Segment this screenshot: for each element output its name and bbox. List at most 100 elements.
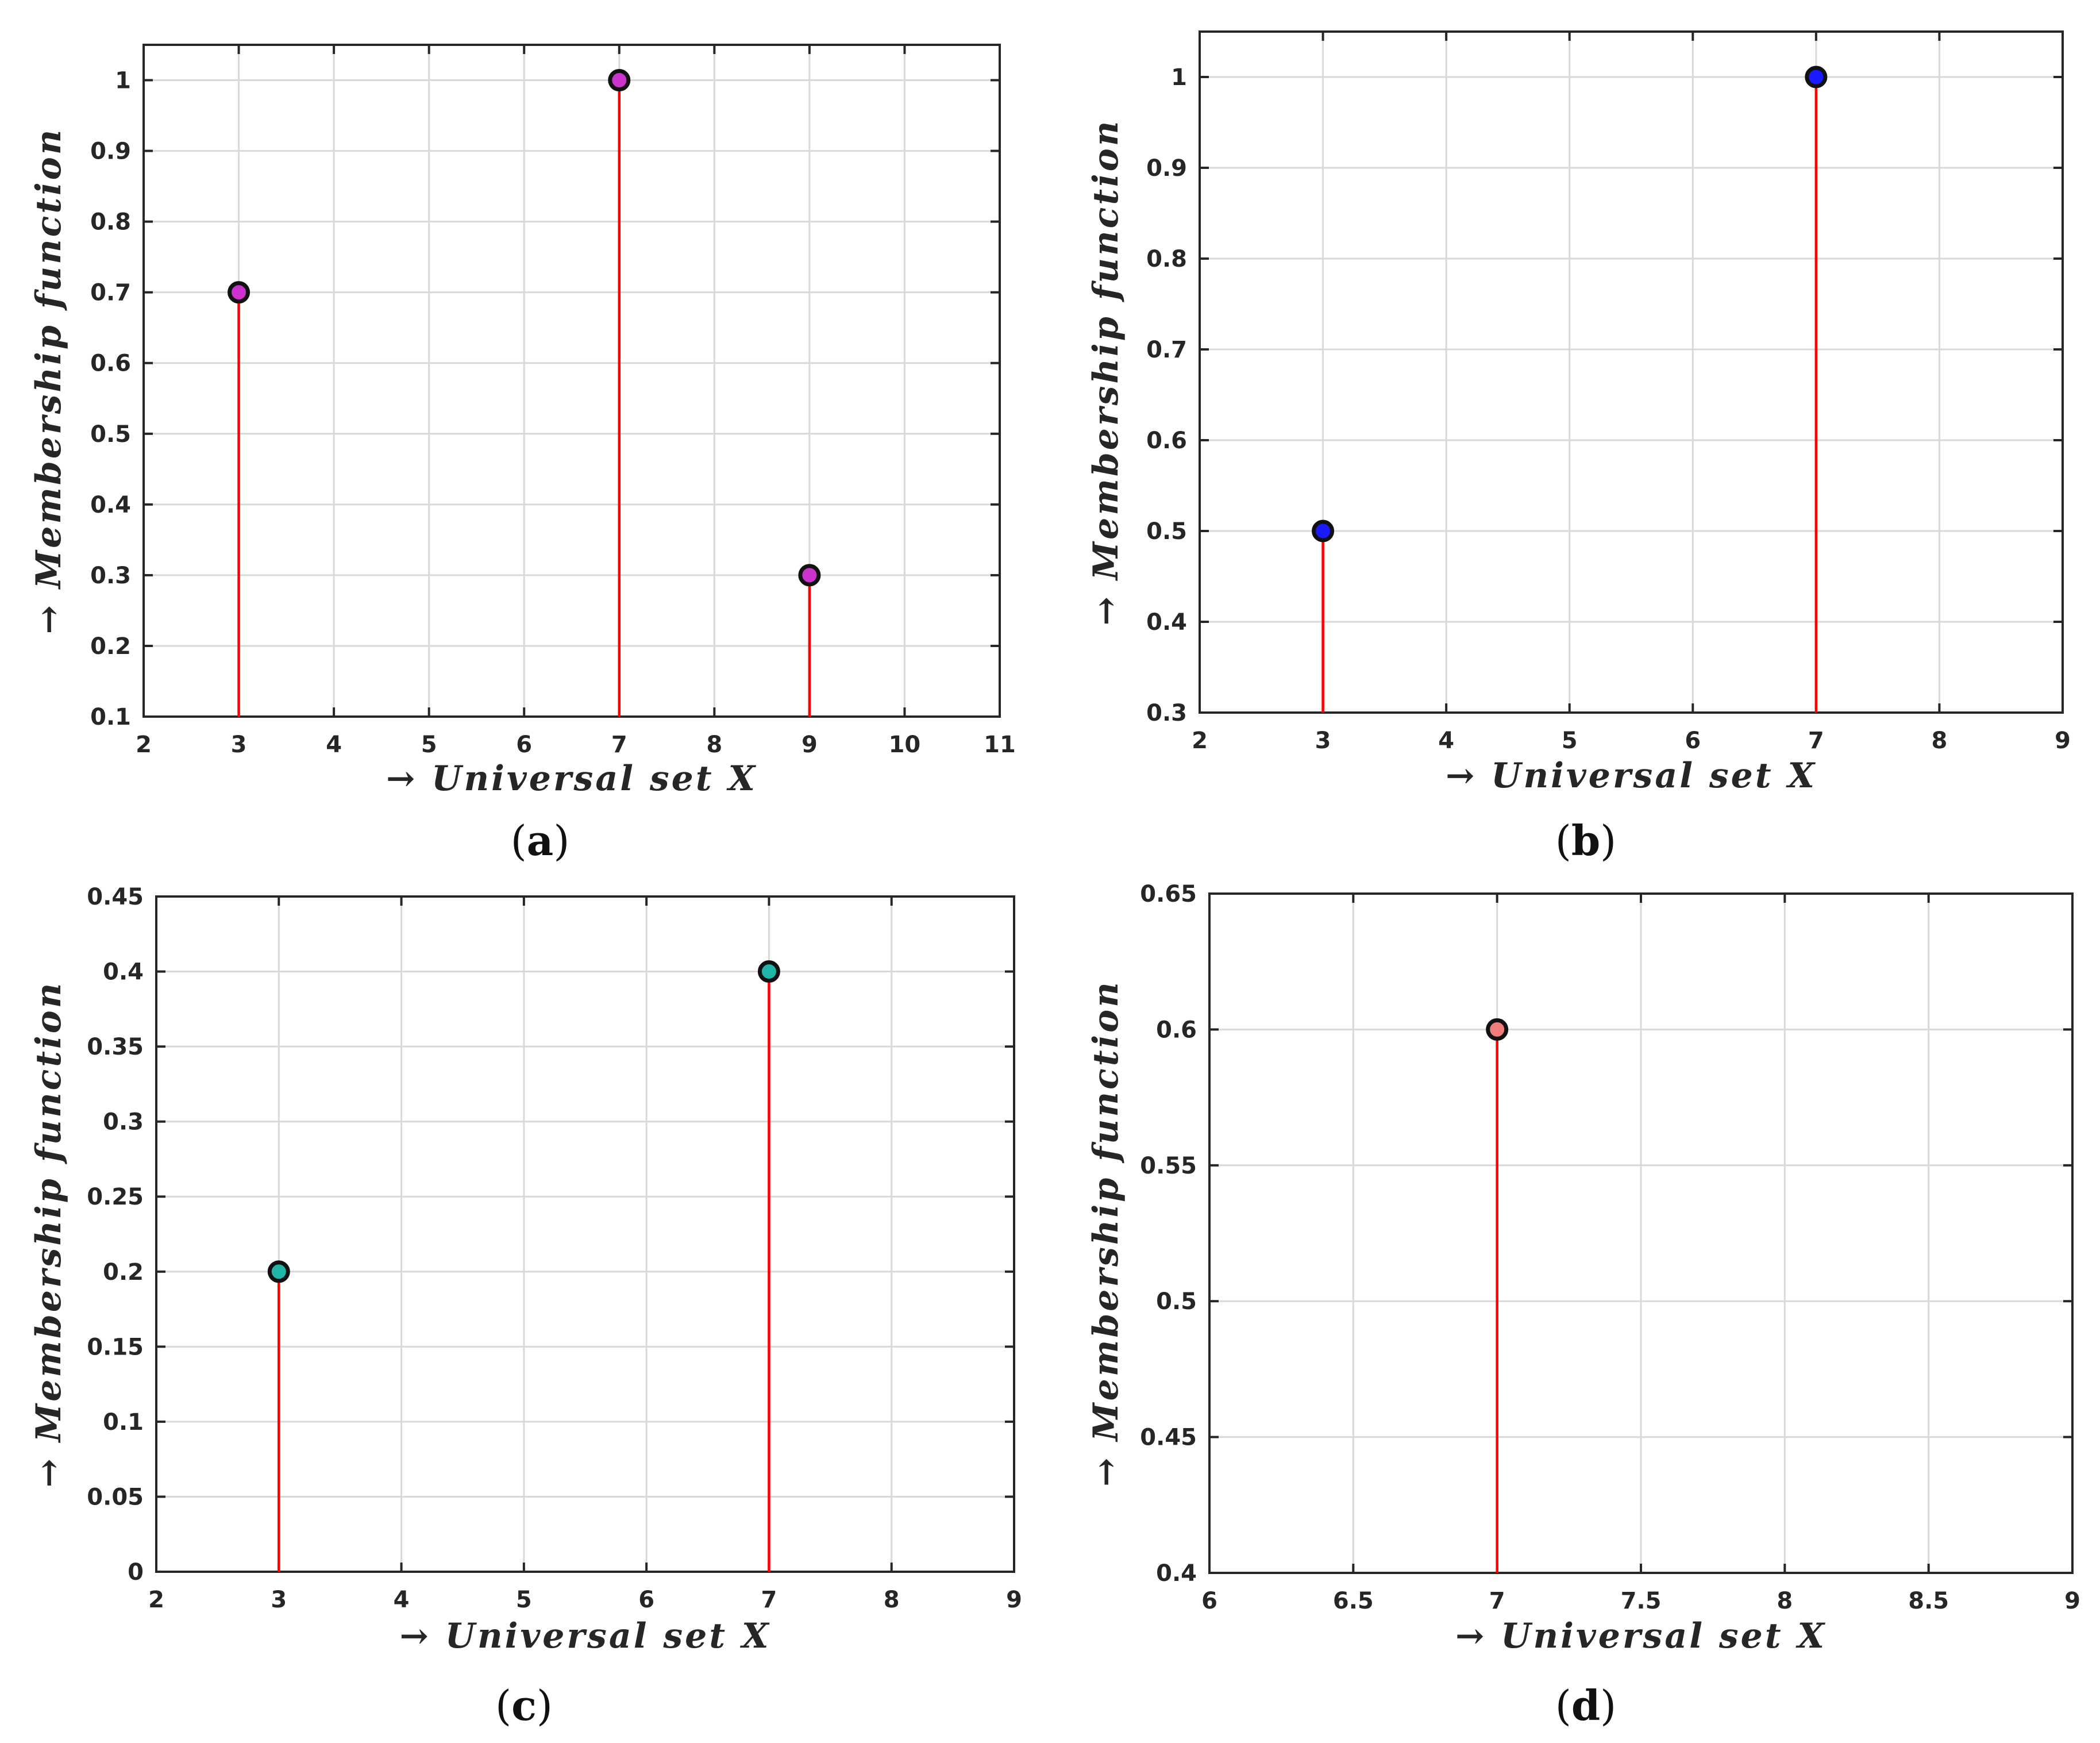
y-tick-label: 0.5: [1146, 518, 1187, 545]
stem-marker: [757, 960, 780, 983]
y-tick-label: 0.05: [87, 1484, 144, 1510]
y-tick-label: 0.15: [87, 1334, 144, 1360]
x-axis-label: → Universal set X: [386, 759, 757, 799]
y-tick-label: 0.4: [1156, 1560, 1197, 1587]
y-axis-label: → Membership function: [1086, 980, 1126, 1487]
y-tick-label: 0.3: [1146, 700, 1187, 726]
x-tick-label: 3: [271, 1587, 287, 1613]
stem-marker: [1805, 66, 1828, 89]
y-tick-label: 0.4: [1146, 609, 1187, 636]
stem-marker: [608, 69, 631, 92]
y-tick-label: 0.55: [1140, 1153, 1197, 1179]
y-tick-label: 0.4: [90, 492, 131, 518]
y-tick-label: 0.3: [103, 1109, 144, 1136]
panel-b: 2 3 4 5 6 7 8 9 0.3 0.4 0.5 0.6 0.7 0.8 0.9 1 → Universa…: [1086, 30, 2071, 865]
x-tick-label: 9: [1006, 1587, 1022, 1613]
y-tick-label: 0.25: [87, 1184, 144, 1210]
y-tick-label: 0.45: [87, 884, 144, 910]
y-tick-label: 0.1: [90, 704, 131, 730]
caption-letter: c: [511, 1681, 537, 1730]
y-tick-label: 0.5: [1156, 1288, 1197, 1315]
y-tick-label: 0.7: [90, 280, 131, 306]
x-tick-label: 6.5: [1333, 1588, 1374, 1614]
axes-frame-a: [142, 44, 1001, 718]
x-tick-label: 7: [761, 1587, 777, 1613]
x-tick-label: 8: [706, 732, 722, 758]
x-tick-label: 8: [1932, 728, 1948, 754]
x-tick-label: 2: [136, 732, 152, 758]
x-axis-label: → Universal set X: [1446, 756, 1817, 796]
x-tick-label: 4: [1438, 728, 1454, 754]
x-tick-label: 4: [394, 1587, 410, 1613]
caption-open: (: [1555, 1682, 1571, 1730]
y-tick-label: 0.4: [103, 959, 144, 986]
x-tick-label: 7: [1808, 728, 1824, 754]
x-tick-label: 9: [2055, 728, 2071, 754]
y-tick-label: 0.7: [1146, 337, 1187, 363]
y-axis-label: → Membership function: [29, 981, 69, 1488]
x-tick-label: 4: [326, 732, 342, 758]
y-tick-label: 0.45: [1140, 1425, 1197, 1451]
x-tick-label: 8.5: [1908, 1588, 1949, 1614]
panel-caption: (a): [511, 816, 570, 865]
y-tick-label: 0.6: [1146, 428, 1187, 454]
caption-open: (: [495, 1682, 511, 1730]
y-tick-label: 0.2: [90, 633, 131, 660]
x-tick-label: 11: [984, 732, 1016, 758]
stem-marker: [1486, 1018, 1509, 1041]
panel-caption: (b): [1555, 816, 1617, 865]
plot-area-c: [156, 896, 1014, 1572]
x-tick-label: 5: [1562, 728, 1578, 754]
axes-frame-c: [155, 895, 1015, 1573]
plot-area-b: [1200, 32, 2063, 713]
y-axis-label: → Membership function: [1086, 119, 1126, 626]
y-tick-label: 0.6: [1156, 1017, 1197, 1043]
y-tick-label: 0.6: [90, 351, 131, 377]
panel-c: 2 3 4 5 6 7 8 9 0 0.05 0.1 0.15 0.2 0.25 0.3 0.35 0.4 0.4…: [29, 884, 1022, 1730]
x-tick-label: 8: [1777, 1588, 1793, 1614]
stem-marker: [228, 281, 251, 304]
stem-marker: [267, 1260, 290, 1283]
y-tick-label: 0.3: [90, 563, 131, 589]
x-tick-label: 3: [1315, 728, 1331, 754]
x-tick-label: 2: [148, 1587, 164, 1613]
x-tick-label: 10: [889, 732, 921, 758]
y-tick-label: 1: [115, 68, 131, 94]
axes-frame-b: [1199, 30, 2064, 714]
axes-frame-d: [1208, 892, 2074, 1574]
x-tick-label: 6: [1685, 728, 1701, 754]
y-tick-label: 0.8: [1146, 246, 1187, 272]
caption-letter: b: [1571, 816, 1600, 865]
x-tick-label: 5: [516, 1587, 532, 1613]
panel-caption: (d): [1555, 1681, 1617, 1730]
x-tick-label: 8: [884, 1587, 900, 1613]
y-tick-label: 1: [1171, 64, 1187, 91]
x-tick-label: 9: [2064, 1588, 2080, 1614]
caption-close: ): [553, 817, 569, 865]
y-tick-label: 0.9: [90, 138, 131, 165]
y-tick-label: 0.65: [1140, 881, 1197, 907]
caption-close: ): [1600, 1682, 1616, 1730]
panel-d: 6 6.5 7 7.5 8 8.5 9 0.4 0.45 0.5 0.55 0.6 0.65 → Univ…: [1086, 881, 2080, 1730]
plot-area-a: [144, 45, 1000, 717]
stem-marker: [798, 564, 821, 587]
panel-caption: (c): [495, 1681, 553, 1730]
y-tick-label: 0.35: [87, 1034, 144, 1060]
x-axis-label: → Universal set X: [1455, 1616, 1827, 1656]
caption-open: (: [1555, 817, 1571, 865]
caption-open: (: [511, 817, 527, 865]
x-tick-label: 9: [802, 732, 818, 758]
x-tick-label: 7.5: [1621, 1588, 1662, 1614]
x-tick-label: 5: [421, 732, 437, 758]
y-tick-label: 0: [128, 1559, 144, 1586]
caption-letter: d: [1571, 1681, 1600, 1730]
stem-marker: [1312, 520, 1335, 542]
x-tick-label: 6: [516, 732, 532, 758]
x-tick-label: 7: [1489, 1588, 1505, 1614]
caption-close: ): [1600, 817, 1616, 865]
x-tick-label: 6: [638, 1587, 654, 1613]
panel-a: 2 3 4 5 6 7 8 9 10 11 0.1 0.2 0.3 0.4 0.5 0.6 0.7 0.8 0.9 1…: [29, 44, 1016, 865]
y-tick-label: 0.8: [90, 209, 131, 236]
x-axis-label: → Universal set X: [400, 1616, 771, 1656]
